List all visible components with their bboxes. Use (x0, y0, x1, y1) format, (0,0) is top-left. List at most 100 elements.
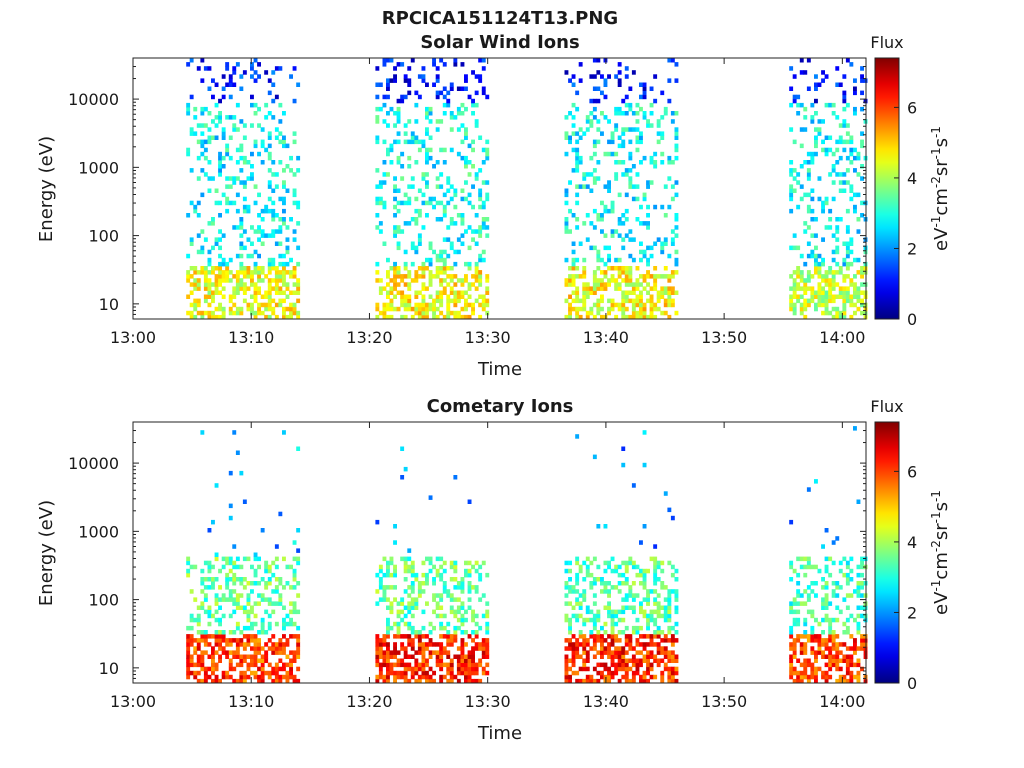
solar-wind-ions-cell (624, 298, 629, 304)
solar-wind-ions-cell (481, 298, 486, 304)
solar-wind-ions-cell (228, 82, 233, 87)
solar-wind-ions-cell (592, 245, 597, 251)
cometary-ions-cell (828, 658, 833, 663)
cometary-ions-cell (478, 577, 483, 582)
solar-wind-ions-cell (235, 160, 240, 165)
solar-wind-ions-cell (617, 82, 622, 87)
solar-wind-ions-cell (289, 310, 293, 316)
solar-wind-ions-cell (432, 249, 436, 255)
solar-wind-ions-cell (264, 233, 269, 238)
solar-wind-ions-cell (218, 290, 222, 295)
solar-wind-ions-cell (603, 208, 608, 214)
solar-wind-ions-cell (592, 106, 597, 112)
solar-wind-ions-cell (460, 62, 465, 67)
cometary-ions-cell (386, 605, 390, 610)
cometary-ions-cell (617, 666, 622, 672)
cometary-ions-cell (821, 654, 825, 659)
solar-wind-ions-cell (396, 290, 401, 295)
cometary-ions-cell (628, 634, 633, 639)
cometary-ions-cell (806, 658, 811, 663)
solar-wind-ions-cell (653, 98, 658, 104)
solar-wind-ions-cell (460, 278, 465, 283)
solar-wind-ions-cell (274, 229, 279, 234)
cometary-ions-cell (403, 650, 408, 655)
cometary-ions-cell (375, 634, 380, 639)
solar-wind-ions-cell (250, 62, 254, 67)
solar-wind-ions-cell (428, 282, 433, 287)
cometary-ions-cell (456, 625, 461, 631)
cometary-ions-cell (407, 634, 412, 639)
cometary-ions-cell (375, 654, 380, 659)
solar-wind-ions-cell (271, 208, 276, 214)
cometary-ions-cell (614, 638, 619, 643)
cometary-ions-cell (674, 568, 679, 574)
cometary-ions-cell (400, 617, 405, 623)
solar-wind-ions-cell (271, 213, 276, 218)
cometary-ions-cell (649, 650, 654, 655)
solar-wind-ions-cell (200, 266, 205, 271)
solar-wind-ions-cell (417, 310, 422, 316)
cometary-ions-cell (186, 674, 191, 680)
solar-wind-ions-cell (435, 314, 440, 320)
solar-wind-ions-cell (296, 204, 301, 210)
solar-wind-ions-cell (267, 135, 272, 140)
cometary-ions-cell (378, 670, 383, 676)
cometary-ions-cell (824, 568, 829, 574)
solar-wind-ions-cell (250, 66, 254, 71)
solar-wind-ions-cell (207, 290, 212, 295)
solar-wind-ions-cell (193, 266, 198, 271)
solar-wind-ions-cell (460, 213, 465, 218)
cometary-ions-cell (439, 577, 444, 582)
cometary-ions-cell (200, 568, 205, 574)
cometary-ions-cell (856, 593, 861, 598)
cometary-ions-cell (207, 654, 212, 659)
cometary-ions-cell (464, 678, 468, 684)
solar-wind-ions-cell (649, 102, 654, 108)
cometary-ions-cell (274, 666, 279, 672)
solar-wind-ions-cell (674, 127, 679, 132)
solar-wind-ions-cell (453, 298, 458, 304)
cometary-ions-cell (835, 662, 840, 668)
cometary-ions-cell (460, 601, 465, 606)
solar-wind-ions-cell (631, 237, 636, 242)
cometary-ions-cell (228, 515, 233, 521)
cometary-ions-cell (207, 577, 212, 582)
solar-wind-ions-cell (600, 298, 604, 304)
solar-wind-ions-cell (200, 139, 205, 145)
cometary-ions-cell (393, 678, 397, 684)
solar-wind-ions-cell (289, 306, 293, 312)
solar-wind-ions-cell (585, 286, 590, 291)
solar-wind-ions-cell (806, 270, 811, 275)
solar-wind-ions-cell (663, 290, 668, 295)
solar-wind-ions-cell (667, 314, 672, 320)
cometary-ions-cell (663, 597, 668, 602)
solar-wind-ions-cell (282, 314, 286, 320)
solar-wind-ions-cell (481, 249, 486, 255)
solar-wind-ions-cell (653, 314, 658, 320)
solar-wind-ions-cell (600, 74, 604, 79)
solar-wind-ions-cell (568, 208, 572, 214)
cometary-ions-cell (282, 662, 286, 668)
cometary-ions-cell (660, 630, 665, 635)
cometary-ions-cell (814, 650, 818, 655)
cometary-ions-cell (856, 581, 861, 586)
solar-wind-ions-cell (414, 245, 419, 251)
solar-wind-ions-cell (617, 270, 622, 275)
solar-wind-ions-cell (410, 135, 415, 140)
solar-wind-ions-cell (389, 266, 394, 271)
cometary-ions-cell (264, 654, 269, 659)
solar-wind-ions-cell (471, 139, 475, 145)
cometary-ions-cell (817, 621, 822, 627)
cometary-ions-cell (460, 646, 465, 651)
cometary-ions-cell (257, 646, 261, 651)
cometary-ions-cell (446, 589, 451, 594)
cometary-ions-cell (828, 638, 833, 643)
cometary-ions-cell (856, 678, 861, 684)
solar-wind-ions-cell (670, 270, 675, 275)
cometary-ions-cell (389, 625, 394, 631)
cometary-ions-cell (575, 597, 580, 602)
solar-wind-ions-cell (631, 298, 636, 304)
cometary-ions-cell (449, 670, 454, 676)
solar-wind-ions-cell (571, 102, 576, 108)
cometary-ions-cell (186, 662, 191, 668)
